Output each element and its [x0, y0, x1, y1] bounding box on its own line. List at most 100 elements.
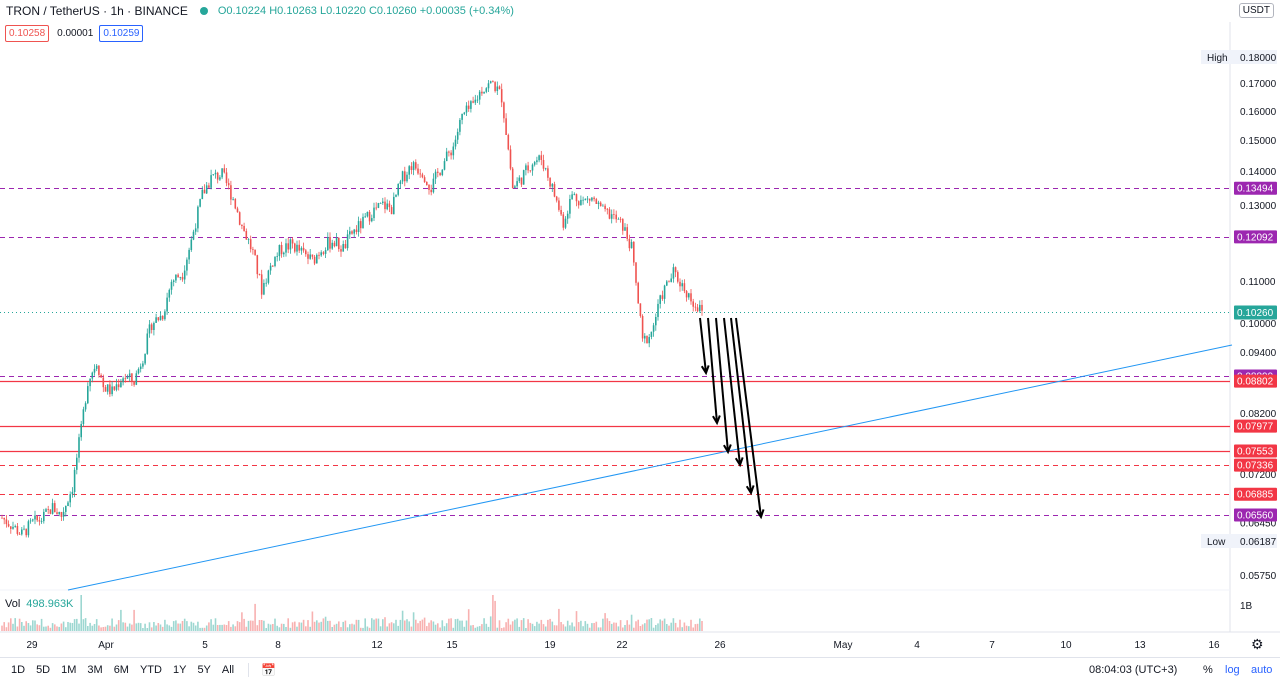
range-5d[interactable]: 5D: [36, 664, 51, 676]
candle-221: [487, 80, 490, 92]
candle-body: [67, 502, 69, 506]
candle-body: [65, 505, 67, 512]
candle-body: [135, 373, 138, 385]
change-value: +0.00035 (+0.34%): [419, 5, 514, 17]
volume-bar: [238, 622, 241, 631]
volume-bar: [93, 624, 96, 631]
candle-body: [571, 194, 573, 199]
candle-236: [520, 177, 523, 187]
candle-25: [56, 508, 58, 515]
volume-bar: [60, 623, 63, 631]
candle-229: [505, 113, 507, 135]
volume-bar: [652, 627, 655, 631]
log-toggle[interactable]: log: [1225, 664, 1240, 676]
candle-body: [40, 521, 43, 522]
volume-bar: [637, 619, 639, 631]
candle-body: [214, 172, 217, 175]
candle-body: [569, 199, 571, 214]
volume-bar: [280, 623, 283, 631]
volume-bar: [14, 618, 16, 631]
candle-141: [311, 254, 314, 260]
price-tick-3: 0.15000: [1240, 136, 1277, 147]
percent-toggle[interactable]: %: [1203, 664, 1213, 676]
level-tag-3: 0.08802: [1234, 374, 1277, 388]
volume-bar: [564, 626, 567, 631]
candle-body: [395, 194, 397, 197]
candle-93: [205, 182, 208, 194]
candle-body: [219, 177, 221, 180]
candle-body: [120, 382, 122, 388]
volume-bar: [397, 625, 399, 631]
price-tick-9: 0.08200: [1240, 409, 1277, 420]
candle-140: [309, 249, 311, 260]
candle-body: [540, 155, 543, 160]
volume-bar: [87, 626, 89, 631]
candle-body: [23, 528, 25, 530]
candle-33: [73, 467, 76, 498]
candle-body: [102, 377, 105, 388]
volume-bar: [170, 626, 173, 631]
candle-251: [553, 181, 556, 198]
range-6m[interactable]: 6M: [113, 664, 129, 676]
price-chart[interactable]: 0.18000 0.17000 0.16000 0.15000 0.14000 0.130…: [0, 0, 1280, 657]
candle-42: [93, 364, 96, 376]
candle-40: [89, 378, 91, 392]
volume-bar: [553, 625, 556, 631]
candle-body: [699, 304, 701, 312]
candle-165: [364, 213, 366, 218]
volume-bar: [362, 627, 364, 631]
volume-bar: [437, 623, 439, 631]
range-3m[interactable]: 3M: [87, 664, 103, 676]
candle-body: [538, 155, 540, 161]
candle-175: [386, 199, 388, 211]
goto-date-icon[interactable]: 📅: [261, 663, 277, 677]
currency-button[interactable]: USDT: [1238, 3, 1274, 18]
range-5y[interactable]: 5Y: [197, 664, 211, 676]
volume-bar: [38, 625, 41, 631]
candle-16: [36, 515, 38, 522]
candle-99: [219, 175, 221, 181]
range-1y[interactable]: 1Y: [172, 664, 187, 676]
candle-body: [186, 259, 188, 271]
candle-173: [382, 197, 384, 205]
volume-bar: [507, 618, 510, 631]
candle-body: [639, 303, 642, 316]
buy-button[interactable]: 0.10259: [99, 25, 144, 42]
range-1m[interactable]: 1M: [61, 664, 77, 676]
range-all[interactable]: All: [221, 664, 235, 676]
candle-body: [496, 86, 499, 91]
candle-154: [340, 245, 342, 257]
candle-177: [390, 204, 393, 215]
volume-bar: [172, 621, 175, 631]
candle-body: [685, 291, 688, 298]
candle-body: [415, 162, 417, 169]
range-ytd[interactable]: YTD: [139, 664, 162, 676]
candle-body: [518, 177, 521, 182]
clock[interactable]: 08:04:03 (UTC+3): [1089, 664, 1178, 676]
volume-bar: [150, 627, 153, 631]
candle-81: [179, 276, 182, 281]
candle-body: [190, 239, 193, 250]
candle-body: [82, 409, 85, 424]
candle-18: [40, 517, 43, 524]
candle-313: [690, 289, 692, 305]
candle-body: [36, 515, 38, 521]
volume-bar: [624, 625, 626, 631]
candle-body: [263, 283, 265, 295]
level-tag-5: 0.07553: [1234, 444, 1277, 458]
candle-109: [241, 224, 243, 230]
volume-bar: [395, 619, 397, 631]
candle-body: [241, 224, 243, 226]
auto-toggle[interactable]: auto: [1251, 664, 1273, 676]
low-label: Low 0.06187: [1201, 534, 1277, 548]
volume-bar: [379, 626, 382, 631]
symbol-title[interactable]: TRON / TetherUS · 1h · BINANCE: [6, 4, 188, 18]
candle-body: [472, 101, 474, 103]
volume-bar: [131, 624, 133, 631]
candle-body: [353, 229, 355, 234]
candle-55: [122, 376, 124, 386]
candle-body: [157, 317, 160, 321]
chart-settings-icon[interactable]: ⚙: [1251, 636, 1264, 652]
range-1d[interactable]: 1D: [11, 664, 26, 676]
sell-button[interactable]: 0.10258: [5, 25, 50, 42]
